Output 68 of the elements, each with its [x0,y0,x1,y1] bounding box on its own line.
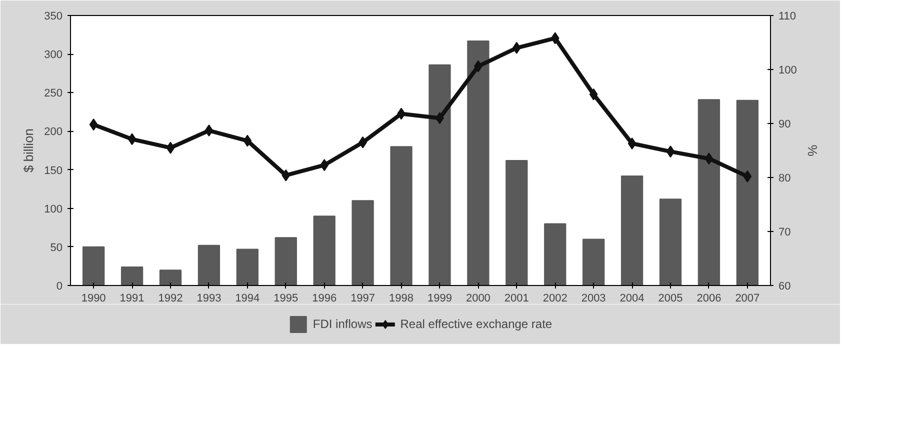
bar [736,100,758,286]
bar [390,146,412,286]
x-tick-label: 2005 [658,292,683,304]
x-tick-label: 2001 [504,292,529,304]
point [320,159,329,172]
point [743,170,752,182]
x-tick-label: 1992 [158,292,183,304]
y2-tick-label: 80 [778,172,791,184]
x-tick-label: 1999 [427,292,452,304]
bar [698,99,720,286]
bar [428,64,451,286]
x-tick-label: 2003 [581,292,606,304]
point [589,88,598,100]
x-tick-label: 1998 [389,292,414,304]
point [89,118,98,131]
y-axis-title: $ billion [21,128,36,173]
bar [198,244,220,286]
point [282,169,290,182]
y2-tick-label: 70 [778,226,791,238]
x-tick-label: 1996 [312,292,337,304]
y-tick-label: 350 [44,10,63,22]
x-tick-label: 2002 [542,292,568,304]
legend-label: Real effective exchange rate [400,317,552,331]
x-tick-label: 1990 [81,292,106,304]
point [550,32,560,44]
point [243,134,252,147]
x-tick-label: 2000 [466,292,490,304]
point [204,124,214,137]
point [704,152,714,165]
y-tick-label: 300 [44,49,63,62]
y2-tick-label: 60 [778,280,791,292]
bar [544,223,566,286]
bar [506,160,528,286]
y-tick-label: 150 [44,164,63,177]
bar [313,216,336,286]
y-tick-label: 200 [44,126,63,138]
bar [620,175,644,286]
bar [274,237,297,286]
x-tick-label: 2004 [620,292,644,304]
bar [82,246,105,286]
y-tick-label: 100 [44,203,63,216]
y-tick-label: 50 [50,242,63,254]
x-tick-label: 2006 [696,292,722,304]
bar [467,40,490,286]
point [666,146,675,158]
point [512,42,521,54]
x-tick-label: 1995 [274,292,298,304]
y-tick-label: 250 [44,88,63,100]
bar [582,238,605,286]
legend-label: FDI inflows [312,317,372,331]
point [166,142,175,154]
bar [236,248,258,286]
x-tick-label: 1991 [120,292,144,304]
x-tick-label: 1994 [235,292,260,304]
bar [159,270,182,286]
y2-tick-label: 100 [778,64,797,76]
y-tick-label: 0 [56,280,63,292]
bar [120,266,144,286]
point [628,137,636,150]
x-tick-label: 1997 [350,292,376,304]
x-tick-label: 2007 [735,292,760,304]
point [128,133,136,146]
bar [659,198,682,286]
y2-tick-label: 110 [778,10,796,22]
y2-axis-title: % [804,144,820,157]
y2-tick-label: 90 [778,118,791,130]
bar [352,200,374,286]
x-tick-label: 1993 [196,292,222,304]
